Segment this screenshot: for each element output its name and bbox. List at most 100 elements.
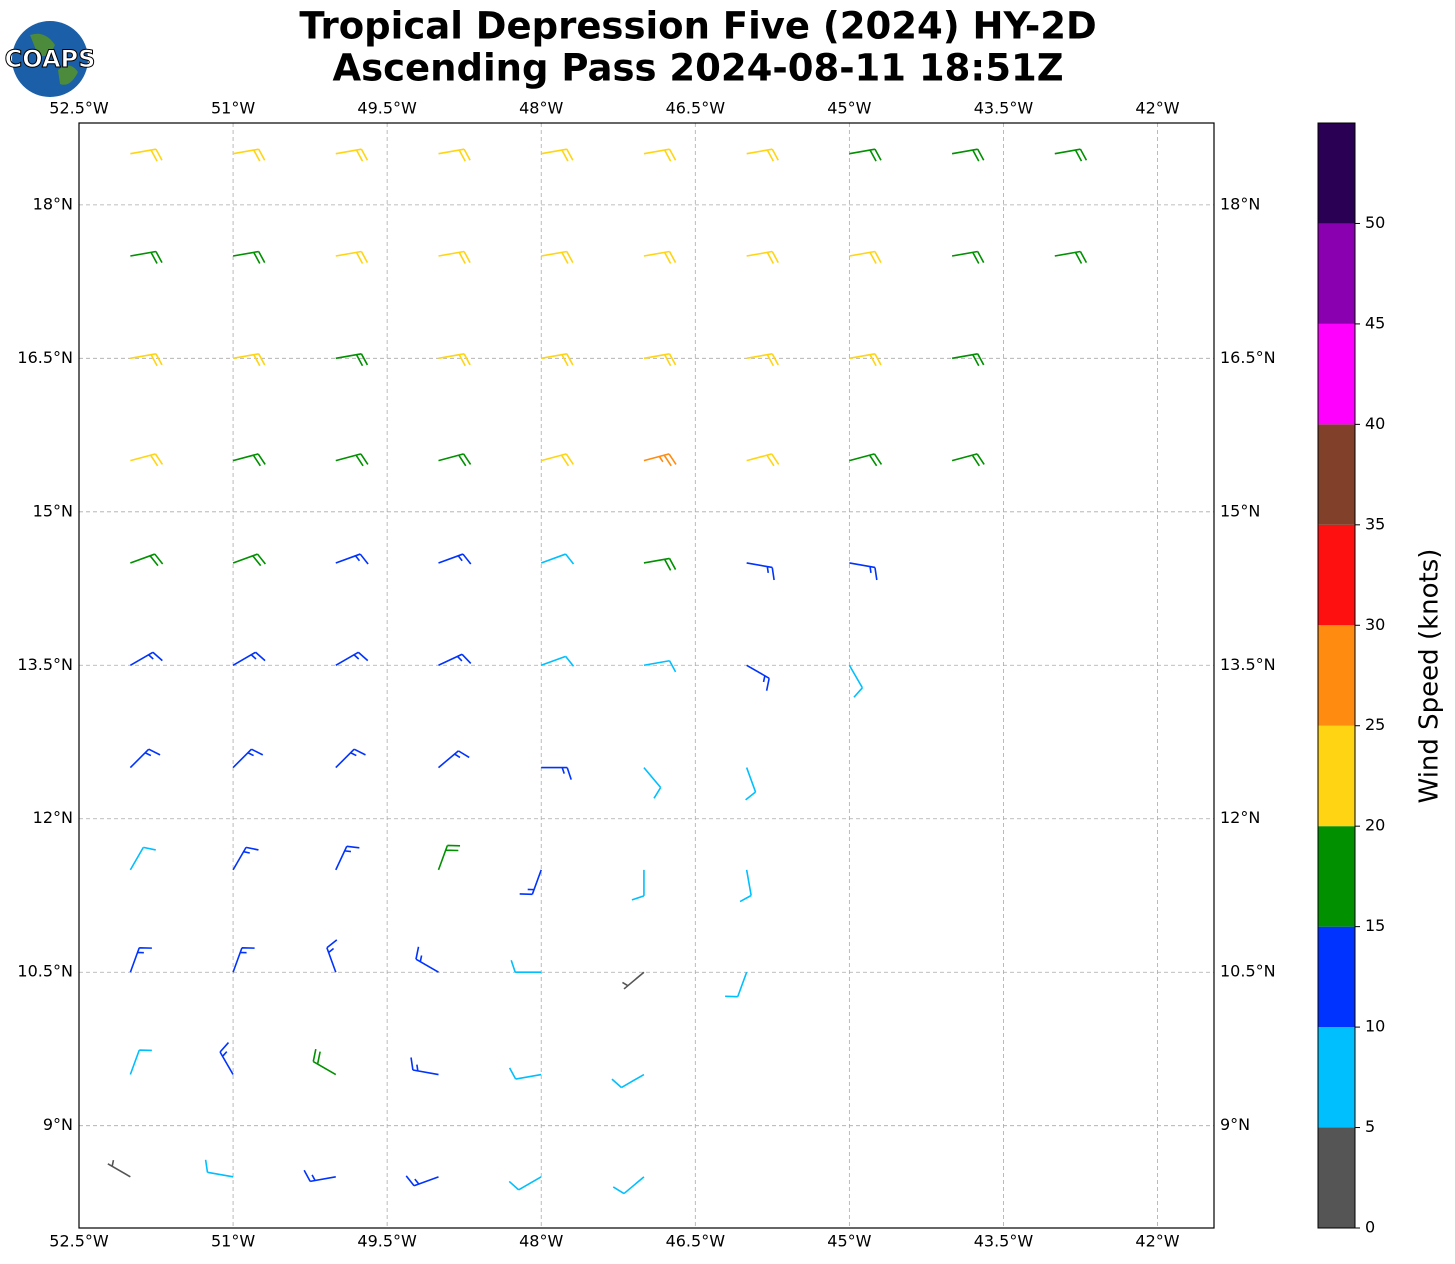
- wind-barb: [643, 557, 677, 571]
- wind-barb: [129, 748, 161, 769]
- wind-barb: [849, 250, 882, 264]
- wind-barb: [335, 845, 360, 871]
- colorbar-segment: [1318, 123, 1355, 224]
- wind-barb: [129, 651, 163, 666]
- wind-barb: [746, 353, 779, 367]
- wind-barb: [643, 767, 662, 799]
- chart-title: Tropical Depression Five (2024) HY-2D: [299, 5, 1096, 48]
- x-tick-label: 42°W: [1135, 99, 1179, 118]
- y-tick-label: 10.5°N: [17, 962, 73, 981]
- wind-barb: [303, 1169, 336, 1183]
- x-tick-label: 46.5°W: [666, 99, 726, 118]
- wind-barb: [643, 659, 677, 673]
- logo-land: [30, 33, 78, 85]
- wind-barb: [540, 553, 575, 565]
- x-tick-label: 45°W: [827, 1232, 871, 1251]
- colorbar-tick-label: 20: [1365, 816, 1385, 835]
- y-tick-label: 13.5°N: [1220, 655, 1276, 674]
- colorbar-frame: [1317, 122, 1356, 1229]
- wind-barb: [746, 664, 770, 691]
- wind-barb: [335, 651, 369, 666]
- colorbar-segment: [1318, 424, 1355, 525]
- wind-barb: [335, 148, 369, 162]
- wind-barb: [204, 1159, 234, 1178]
- wind-barb: [438, 653, 472, 666]
- x-tick-label: 52.5°W: [49, 99, 109, 118]
- colorbar-tick-label: 40: [1365, 414, 1385, 433]
- plot-area: [78, 123, 1214, 1228]
- wind-barb: [746, 562, 775, 581]
- wind-barb: [745, 767, 757, 801]
- x-tick-label: 51°W: [211, 1232, 255, 1251]
- wind-barb: [746, 453, 780, 467]
- colorbar-tick-label: 25: [1365, 715, 1385, 734]
- colorbar-segment: [1318, 926, 1355, 1028]
- wind-barb: [130, 250, 163, 264]
- wind-barb: [232, 748, 264, 769]
- colorbar-segment: [1318, 725, 1355, 827]
- y-tick-label: 18°N: [33, 194, 73, 213]
- wind-barb: [519, 869, 542, 896]
- wind-barb: [232, 353, 266, 367]
- wind-barb: [335, 553, 369, 565]
- wind-barb: [129, 946, 152, 973]
- x-tick-label: 45°W: [827, 99, 871, 118]
- wind-barb: [335, 250, 369, 264]
- colorbar-tick-label: 50: [1365, 213, 1385, 232]
- wind-barb: [849, 453, 883, 467]
- x-tick-label: 42°W: [1135, 1232, 1179, 1251]
- wind-barb: [622, 971, 645, 990]
- wind-barb: [849, 562, 878, 581]
- wind-barb: [951, 250, 985, 264]
- colorbar-segment: [1318, 524, 1355, 626]
- wind-barb: [438, 250, 471, 264]
- colorbar-tick-label: 0: [1365, 1218, 1375, 1237]
- y-tick-label: 15°N: [33, 501, 73, 520]
- x-tick-label: 49.5°W: [357, 99, 417, 118]
- wind-barb: [643, 353, 677, 367]
- wind-barb: [746, 250, 779, 264]
- wind-barb: [612, 1176, 645, 1195]
- wind-barb: [438, 453, 472, 467]
- wind-barb: [415, 946, 439, 973]
- x-tick-label: 48°W: [519, 99, 563, 118]
- wind-barb: [232, 453, 266, 467]
- chart-subtitle: Ascending Pass 2024-08-11 18:51Z: [332, 47, 1063, 90]
- wind-barb: [438, 553, 472, 565]
- colorbar-segment: [1318, 826, 1355, 927]
- y-tick-label: 10.5°N: [1220, 962, 1276, 981]
- wind-barb: [232, 148, 266, 162]
- wind-barb: [643, 453, 677, 467]
- x-tick-label: 43.5°W: [974, 99, 1034, 118]
- wind-barb: [410, 1057, 439, 1076]
- x-tick-label: 49.5°W: [357, 1232, 417, 1251]
- wind-barb: [312, 1048, 337, 1076]
- colorbar-segment: [1318, 223, 1355, 324]
- wind-barb: [130, 353, 163, 367]
- wind-barb: [541, 766, 572, 780]
- wind-barb: [643, 148, 677, 162]
- wind-barb: [540, 655, 575, 667]
- y-tick-label: 9°N: [1220, 1115, 1250, 1134]
- colorbar-tick-label: 35: [1365, 514, 1385, 533]
- wind-barb: [438, 148, 471, 162]
- wind-barb: [739, 869, 752, 903]
- colorbar-segment: [1318, 625, 1355, 726]
- wind-barb: [746, 148, 779, 162]
- wind-barb: [510, 959, 542, 974]
- wind-barb: [848, 664, 864, 698]
- wind-barb: [849, 148, 882, 162]
- logo: COAPS: [4, 21, 96, 97]
- wind-barb: [129, 846, 156, 871]
- wind-barb: [232, 946, 255, 973]
- wind-barb: [326, 939, 338, 973]
- plot-frame: [78, 122, 1215, 1229]
- wind-barb: [541, 148, 574, 162]
- wind-barb: [437, 844, 461, 871]
- wind-barb: [232, 250, 266, 264]
- wind-barb: [508, 1067, 542, 1080]
- x-tick-label: 52.5°W: [49, 1232, 109, 1251]
- wind-barb: [129, 1049, 152, 1075]
- wind-barb: [1054, 148, 1088, 162]
